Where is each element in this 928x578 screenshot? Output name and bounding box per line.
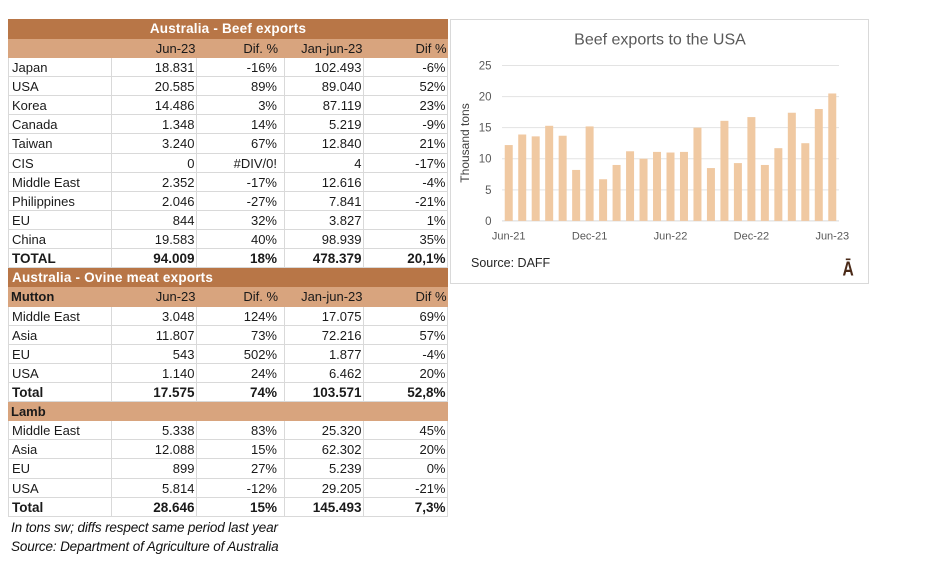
svg-text:Ā: Ā bbox=[843, 258, 854, 280]
svg-text:Beef exports to the USA: Beef exports to the USA bbox=[574, 32, 746, 49]
svg-text:Jun-21: Jun-21 bbox=[492, 231, 526, 243]
svg-text:Thousand tons: Thousand tons bbox=[458, 103, 472, 182]
svg-text:15: 15 bbox=[479, 123, 492, 135]
svg-text:10: 10 bbox=[479, 154, 492, 166]
svg-text:Jun-22: Jun-22 bbox=[654, 231, 688, 243]
svg-text:0: 0 bbox=[485, 216, 491, 228]
svg-text:Source: DAFF: Source: DAFF bbox=[471, 256, 551, 270]
svg-text:Jun-23: Jun-23 bbox=[815, 231, 849, 243]
svg-text:20: 20 bbox=[479, 92, 492, 104]
svg-text:25: 25 bbox=[479, 61, 492, 73]
svg-text:Dec-21: Dec-21 bbox=[572, 231, 607, 243]
svg-text:5: 5 bbox=[485, 185, 491, 197]
svg-text:Dec-22: Dec-22 bbox=[734, 231, 769, 243]
